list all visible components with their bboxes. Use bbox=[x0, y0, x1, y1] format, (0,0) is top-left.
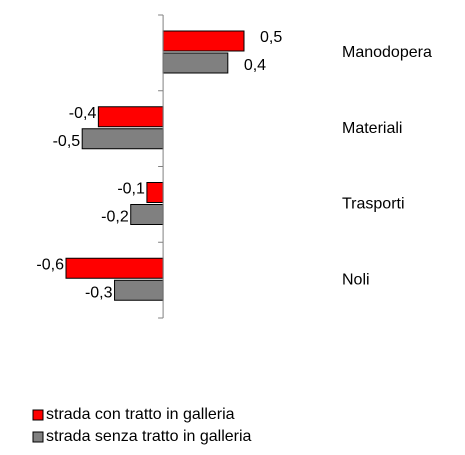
category-label: Trasporti bbox=[342, 196, 405, 213]
legend-label: strada senza tratto in galleria bbox=[46, 428, 252, 445]
bar bbox=[146, 182, 164, 203]
category-label: Manodopera bbox=[342, 44, 432, 61]
bar bbox=[162, 30, 245, 52]
bar bbox=[81, 128, 164, 150]
value-label: -0,1 bbox=[117, 181, 145, 198]
value-label: -0,4 bbox=[69, 105, 97, 122]
value-label: 0,5 bbox=[260, 29, 282, 46]
value-label: -0,5 bbox=[53, 133, 81, 150]
bar bbox=[97, 106, 164, 128]
value-label: -0,3 bbox=[85, 284, 113, 301]
value-label: -0,2 bbox=[101, 209, 129, 226]
bar bbox=[114, 279, 164, 301]
category-label: Noli bbox=[342, 271, 370, 288]
bar bbox=[65, 257, 164, 279]
category-label: Materiali bbox=[342, 120, 402, 137]
value-label: 0,4 bbox=[244, 57, 266, 74]
legend-swatch bbox=[32, 431, 44, 443]
bar bbox=[162, 52, 229, 74]
legend-label: strada con tratto in galleria bbox=[46, 406, 235, 423]
bar bbox=[130, 204, 164, 225]
value-label: -0,6 bbox=[36, 256, 64, 273]
legend-swatch bbox=[32, 409, 44, 421]
